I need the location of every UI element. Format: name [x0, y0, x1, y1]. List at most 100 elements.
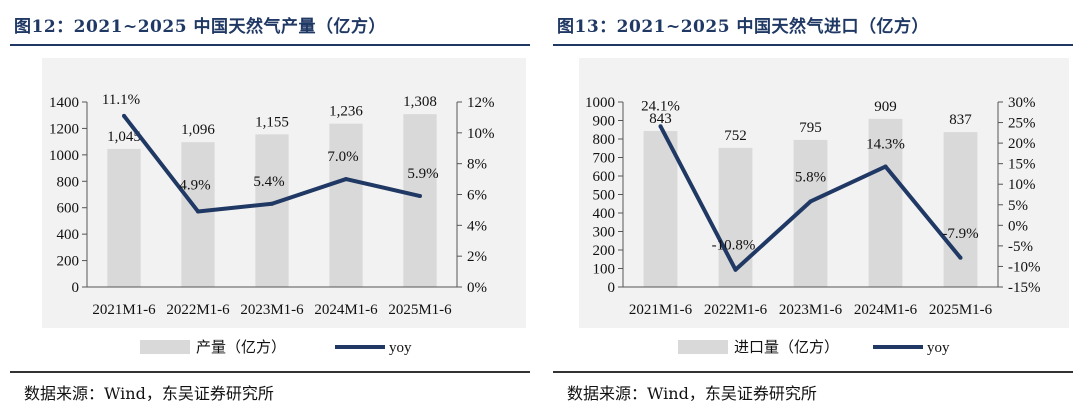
right-tick-label: 10%: [467, 126, 495, 142]
right-tick-label: 10%: [1008, 177, 1036, 193]
left-tick-label: 200: [593, 243, 616, 259]
bar-value-label: 1,045: [107, 129, 141, 145]
x-tick-label: 2022M1-6: [704, 302, 768, 318]
bar: [107, 148, 141, 287]
left-tick-label: 800: [593, 132, 616, 148]
source-note: 数据来源：Wind，东吴证券研究所: [24, 384, 274, 403]
bar-value-label: 909: [874, 99, 897, 115]
bar-value-label: 795: [799, 120, 822, 136]
x-tick-label: 2021M1-6: [629, 302, 693, 318]
right-tick-label: 0%: [467, 280, 487, 296]
yoy-value-label: 5.8%: [795, 169, 826, 185]
right-tick-label: 25%: [1008, 116, 1036, 132]
bar: [403, 114, 437, 288]
source-note: 数据来源：Wind，东吴证券研究所: [567, 384, 817, 403]
left-tick-label: 1000: [585, 95, 615, 111]
right-tick-label: 5%: [1008, 198, 1028, 214]
chart-panel-imports: 图13：2021~2025 中国天然气进口（亿方） 0 100 200 300 400 5…: [553, 0, 1073, 417]
left-tick-label: 1200: [49, 121, 79, 137]
yoy-point: [733, 267, 738, 272]
left-tick-label: 400: [57, 227, 80, 243]
legend-bar-swatch: [140, 340, 190, 354]
bar-value-label: 1,096: [181, 122, 215, 138]
right-tick-label: 12%: [467, 95, 495, 111]
x-tick-label: 2023M1-6: [240, 302, 304, 318]
left-tick-label: 0: [608, 280, 616, 296]
bar-value-label: 1,155: [255, 114, 289, 130]
right-tick-label: 2%: [467, 249, 487, 265]
yoy-value-label: -7.9%: [942, 226, 978, 242]
x-tick-label: 2022M1-6: [166, 302, 230, 318]
yoy-point: [122, 113, 126, 118]
x-tick-label: 2023M1-6: [779, 302, 843, 318]
x-tick-label: 2021M1-6: [92, 302, 156, 318]
left-tick-label: 300: [593, 225, 616, 241]
left-tick-label: 600: [57, 201, 80, 217]
x-tick-label: 2025M1-6: [929, 302, 993, 318]
yoy-point: [270, 201, 274, 206]
chart-panel-production: 图12：2021~2025 中国天然气产量（亿方） 0 200 400 600 800 1…: [10, 0, 530, 417]
right-tick-label: 4%: [467, 218, 487, 234]
title-divider: [553, 44, 1073, 46]
bar-value-label: 837: [949, 112, 972, 128]
right-tick-label: 30%: [1008, 95, 1036, 111]
yoy-value-label: 5.4%: [253, 174, 284, 190]
yoy-value-label: 5.9%: [407, 166, 438, 182]
bar: [255, 134, 289, 287]
x-tick-label: 2025M1-6: [388, 302, 452, 318]
bar: [329, 123, 363, 288]
yoy-point: [658, 124, 663, 129]
title-divider: [10, 44, 530, 46]
right-tick-label: -15%: [1008, 280, 1041, 296]
bar: [181, 142, 215, 287]
x-tick-label: 2024M1-6: [854, 302, 918, 318]
bar: [718, 147, 753, 287]
yoy-value-label: 4.9%: [179, 177, 210, 193]
yoy-value-label: 11.1%: [102, 92, 140, 108]
bar: [943, 132, 978, 287]
left-tick-label: 0: [72, 280, 80, 296]
legend-bar-label: 进口量（亿方）: [734, 339, 839, 356]
yoy-point: [196, 209, 200, 214]
footer-divider: [553, 371, 1073, 373]
x-tick-label: 2024M1-6: [314, 302, 378, 318]
right-tick-label: 15%: [1008, 157, 1036, 173]
right-tick-label: 8%: [467, 157, 487, 173]
yoy-point: [344, 177, 348, 182]
bar: [868, 118, 903, 288]
footer-divider: [10, 371, 530, 373]
yoy-point: [883, 164, 888, 169]
yoy-value-label: 7.0%: [327, 149, 358, 165]
yoy-point: [808, 199, 813, 204]
left-tick-label: 400: [593, 206, 616, 222]
imports-chart: 0 100 200 300 400 500 600 700 800 900 1000 -15% -10%…: [579, 58, 1069, 356]
left-tick-label: 600: [593, 169, 616, 185]
yoy-point: [958, 255, 963, 260]
legend-line-label: yoy: [927, 340, 950, 356]
bar-value-label: 752: [724, 128, 747, 144]
left-tick-label: 100: [593, 262, 616, 278]
bar-value-label: 1,308: [403, 94, 437, 110]
right-tick-label: 0%: [1008, 218, 1028, 234]
legend-bar-swatch: [678, 340, 728, 354]
left-tick-label: 1000: [49, 148, 79, 164]
figure-title: 图12：2021~2025 中国天然气产量（亿方）: [14, 17, 386, 37]
yoy-value-label: 14.3%: [866, 137, 905, 153]
legend-bar-label: 产量（亿方）: [196, 339, 286, 356]
bar: [643, 131, 678, 287]
right-tick-label: -10%: [1008, 259, 1041, 275]
yoy-point: [418, 194, 422, 199]
left-tick-label: 200: [57, 254, 80, 270]
left-tick-label: 500: [593, 188, 616, 204]
bar-value-label: 843: [649, 111, 672, 127]
legend-line-label: yoy: [389, 340, 412, 356]
left-tick-label: 700: [593, 151, 616, 167]
production-chart: 0 200 400 600 800 1000 1200 1400 0% 2% 4% 6% 8% 10% 12…: [42, 58, 526, 356]
yoy-value-label: -10.8%: [712, 238, 756, 254]
figure-title: 图13：2021~2025 中国天然气进口（亿方）: [557, 17, 929, 37]
right-tick-label: -5%: [1008, 239, 1033, 255]
left-tick-label: 1400: [49, 95, 79, 111]
right-tick-label: 6%: [467, 188, 487, 204]
yoy-value-label: 24.1%: [641, 98, 680, 114]
left-tick-label: 900: [593, 114, 616, 130]
